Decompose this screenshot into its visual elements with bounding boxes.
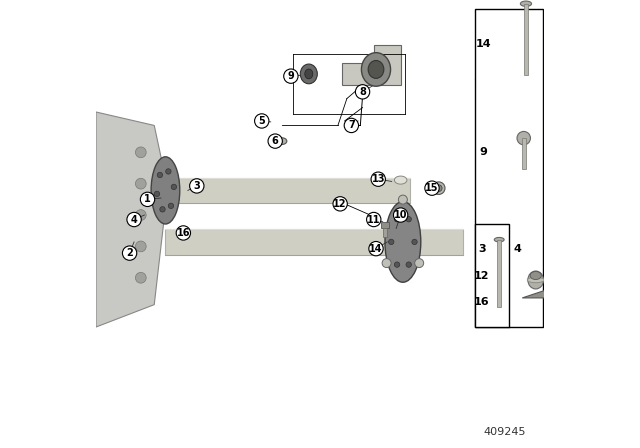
Circle shape xyxy=(415,258,424,267)
Bar xyxy=(497,240,501,307)
Bar xyxy=(475,9,543,327)
Circle shape xyxy=(166,169,171,174)
Circle shape xyxy=(136,147,146,158)
Ellipse shape xyxy=(435,185,442,192)
Circle shape xyxy=(122,246,137,260)
Circle shape xyxy=(388,239,394,245)
Circle shape xyxy=(382,258,391,267)
Text: 13: 13 xyxy=(371,174,385,184)
Ellipse shape xyxy=(520,1,532,6)
Text: 409245: 409245 xyxy=(484,427,526,437)
Bar xyxy=(524,4,528,75)
Circle shape xyxy=(136,272,146,283)
Circle shape xyxy=(284,69,298,83)
Circle shape xyxy=(136,178,146,189)
Circle shape xyxy=(425,181,439,195)
Ellipse shape xyxy=(305,69,313,79)
Ellipse shape xyxy=(260,119,268,125)
Text: 16: 16 xyxy=(474,297,490,307)
Circle shape xyxy=(394,208,408,222)
Ellipse shape xyxy=(368,60,384,78)
Ellipse shape xyxy=(528,271,543,289)
Ellipse shape xyxy=(394,176,407,184)
Text: 4: 4 xyxy=(131,215,138,224)
Text: 3: 3 xyxy=(478,244,486,254)
Text: 11: 11 xyxy=(367,215,381,224)
Circle shape xyxy=(369,241,383,256)
Text: 6: 6 xyxy=(272,136,278,146)
Circle shape xyxy=(136,210,146,220)
Circle shape xyxy=(344,118,358,133)
Circle shape xyxy=(160,207,165,212)
Circle shape xyxy=(255,114,269,128)
Text: 12: 12 xyxy=(333,199,347,209)
Circle shape xyxy=(140,192,155,207)
Circle shape xyxy=(517,131,531,145)
Ellipse shape xyxy=(385,202,421,282)
Text: 3: 3 xyxy=(193,181,200,191)
Ellipse shape xyxy=(527,277,544,283)
Circle shape xyxy=(406,216,412,222)
PathPatch shape xyxy=(342,45,401,85)
Text: 8: 8 xyxy=(359,87,366,97)
Circle shape xyxy=(394,262,400,267)
Circle shape xyxy=(412,239,417,245)
Text: 14: 14 xyxy=(476,39,492,49)
Ellipse shape xyxy=(494,237,504,242)
Circle shape xyxy=(157,172,163,178)
Circle shape xyxy=(371,172,385,186)
Text: 7: 7 xyxy=(348,121,355,130)
Circle shape xyxy=(127,212,141,227)
Circle shape xyxy=(398,195,408,204)
Ellipse shape xyxy=(277,138,287,145)
Bar xyxy=(383,228,387,237)
Ellipse shape xyxy=(300,64,317,84)
Text: 14: 14 xyxy=(369,244,383,254)
Ellipse shape xyxy=(151,157,180,224)
Text: 9: 9 xyxy=(287,71,294,81)
Polygon shape xyxy=(522,287,556,298)
Circle shape xyxy=(168,203,173,208)
Text: 10: 10 xyxy=(394,210,408,220)
Circle shape xyxy=(172,184,177,190)
Text: 4: 4 xyxy=(514,244,522,254)
Ellipse shape xyxy=(433,182,445,194)
PathPatch shape xyxy=(96,112,168,327)
Circle shape xyxy=(333,197,348,211)
Circle shape xyxy=(367,212,381,227)
Bar xyxy=(381,222,388,228)
Text: 9: 9 xyxy=(479,146,488,156)
Text: 5: 5 xyxy=(259,116,265,126)
Ellipse shape xyxy=(530,271,541,280)
Circle shape xyxy=(176,226,191,240)
Circle shape xyxy=(355,85,370,99)
Text: 15: 15 xyxy=(425,183,439,193)
Circle shape xyxy=(394,216,400,222)
Circle shape xyxy=(189,179,204,193)
Bar xyxy=(475,224,509,327)
Bar xyxy=(165,178,410,202)
Circle shape xyxy=(136,241,146,252)
Text: 16: 16 xyxy=(177,228,190,238)
Circle shape xyxy=(406,262,412,267)
Text: 2: 2 xyxy=(126,248,133,258)
Text: 1: 1 xyxy=(144,194,151,204)
Circle shape xyxy=(154,191,159,197)
Ellipse shape xyxy=(362,52,390,86)
Circle shape xyxy=(268,134,282,148)
Bar xyxy=(165,229,463,255)
Bar xyxy=(522,138,525,169)
Text: 12: 12 xyxy=(474,271,490,280)
